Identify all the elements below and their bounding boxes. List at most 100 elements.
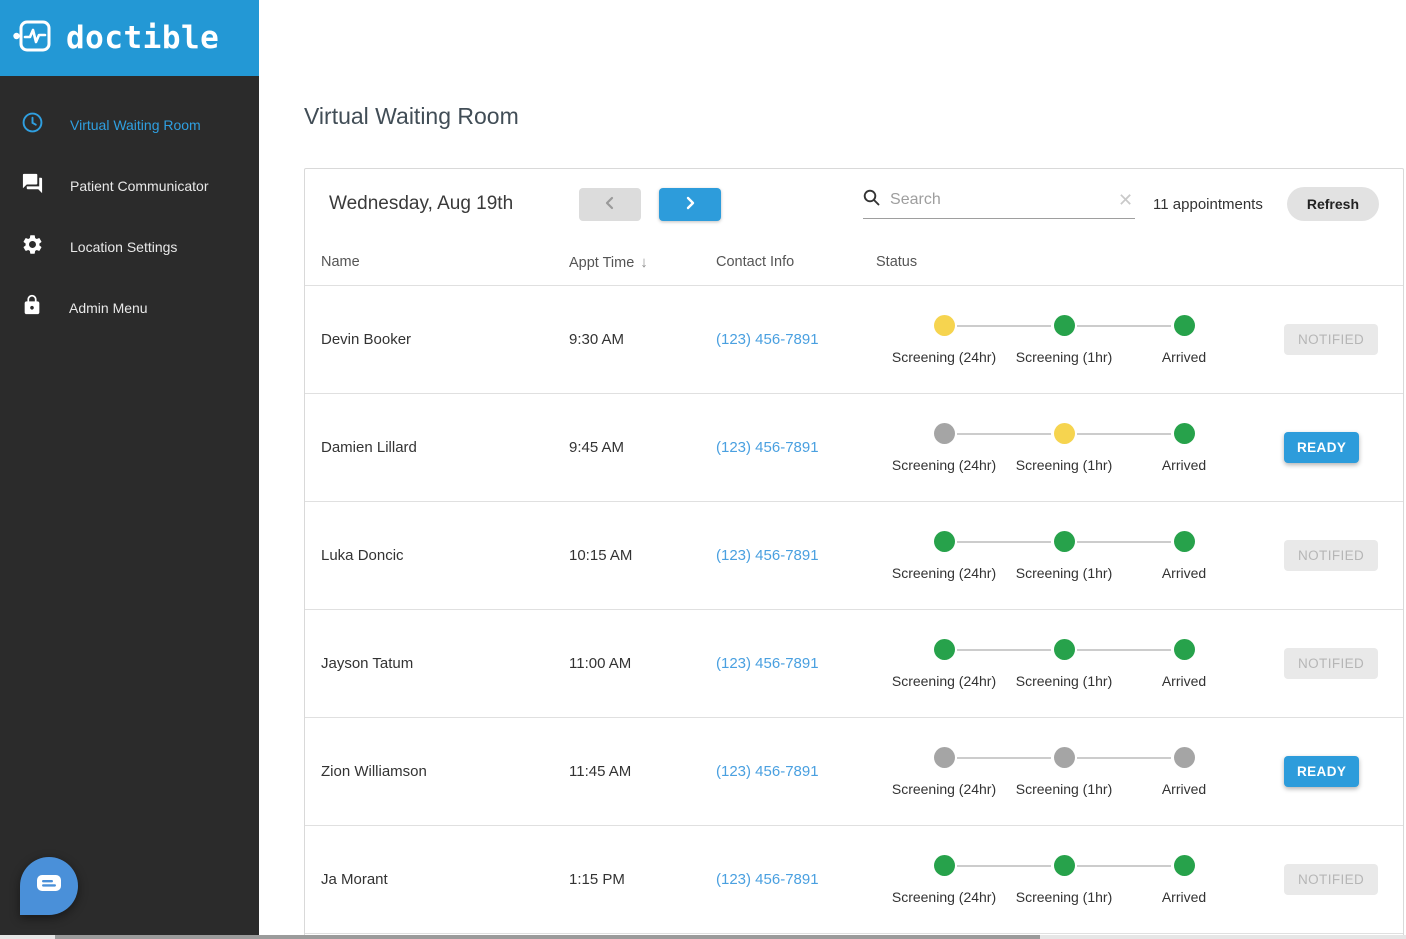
table-row: Jayson Tatum 11:00 AM (123) 456-7891 Scr…	[305, 610, 1403, 718]
status-step: Screening (1hr)	[957, 854, 1124, 905]
step-dot	[933, 422, 955, 444]
status-step: Screening (24hr)	[884, 638, 1004, 689]
page-title: Virtual Waiting Room	[304, 103, 519, 129]
phone-link[interactable]: (123) 456-7891	[716, 870, 819, 888]
chat-launcher-button[interactable]	[20, 857, 78, 915]
status-stepper: Screening (24hr) Screening (1hr) Arrived	[876, 314, 1244, 365]
step-dot	[933, 746, 955, 768]
patient-name: Ja Morant	[321, 871, 388, 888]
step-label: Screening (24hr)	[891, 348, 997, 365]
status-step: Arrived	[1077, 854, 1244, 905]
appt-time: 11:00 AM	[569, 655, 632, 672]
phone-link[interactable]: (123) 456-7891	[716, 438, 819, 456]
status-step: Arrived	[1077, 746, 1244, 797]
chevron-left-icon	[603, 196, 617, 213]
table-row: Damien Lillard 9:45 AM (123) 456-7891 Sc…	[305, 394, 1403, 502]
step-dot	[1053, 746, 1075, 768]
main-content: Virtual Waiting Room Wednesday, Aug 19th	[259, 0, 1406, 939]
phone-link[interactable]: (123) 456-7891	[716, 546, 819, 564]
appt-time: 11:45 AM	[569, 763, 632, 780]
phone-link[interactable]: (123) 456-7891	[716, 654, 819, 672]
step-label: Screening (1hr)	[1015, 672, 1113, 689]
step-dot	[1173, 422, 1195, 444]
step-label: Screening (24hr)	[891, 780, 997, 797]
column-header-name[interactable]: Name	[321, 254, 360, 270]
status-step: Arrived	[1077, 530, 1244, 581]
status-stepper: Screening (24hr) Screening (1hr) Arrived	[876, 422, 1244, 473]
action-button[interactable]: NOTIFIED	[1284, 540, 1379, 571]
previous-day-button[interactable]	[579, 187, 641, 221]
step-dot	[1173, 746, 1195, 768]
step-dot	[933, 854, 955, 876]
status-step: Screening (24hr)	[884, 746, 1004, 797]
next-day-button[interactable]	[659, 187, 721, 221]
status-step: Screening (1hr)	[957, 530, 1124, 581]
status-stepper: Screening (24hr) Screening (1hr) Arrived	[876, 638, 1244, 689]
step-label: Arrived	[1161, 456, 1207, 473]
table-row: Luka Doncic 10:15 AM (123) 456-7891 Scre…	[305, 502, 1403, 610]
action-button[interactable]: READY	[1284, 432, 1360, 463]
sidebar: doctible Virtual Waiting Room Patient Co…	[0, 0, 259, 939]
date-label: Wednesday, Aug 19th	[329, 193, 514, 214]
step-label: Arrived	[1161, 348, 1207, 365]
step-dot	[1053, 314, 1075, 336]
sidebar-item-label: Admin Menu	[69, 299, 148, 316]
card-header: Wednesday, Aug 19th	[305, 169, 1403, 239]
patient-name: Luka Doncic	[321, 547, 404, 564]
appt-time: 9:45 AM	[569, 439, 625, 456]
column-header-status[interactable]: Status	[876, 254, 918, 270]
step-dot	[1053, 422, 1075, 444]
phone-link[interactable]: (123) 456-7891	[716, 762, 819, 780]
status-step: Screening (1hr)	[957, 422, 1124, 473]
status-stepper: Screening (24hr) Screening (1hr) Arrived	[876, 530, 1244, 581]
step-dot	[1053, 530, 1075, 552]
status-step: Arrived	[1077, 422, 1244, 473]
action-button[interactable]: NOTIFIED	[1284, 648, 1379, 679]
horizontal-scrollbar[interactable]	[0, 935, 1406, 939]
phone-link[interactable]: (123) 456-7891	[716, 330, 819, 348]
search-field: ✕	[863, 189, 1136, 219]
step-dot	[933, 530, 955, 552]
action-button[interactable]: NOTIFIED	[1284, 864, 1379, 895]
chat-bubble-icon	[36, 874, 62, 899]
step-dot	[933, 314, 955, 336]
appt-time: 1:15 PM	[569, 871, 625, 888]
status-step: Arrived	[1077, 638, 1244, 689]
search-input[interactable]	[890, 191, 1116, 209]
brand-logo[interactable]: doctible	[0, 0, 259, 76]
step-dot	[1173, 638, 1195, 660]
sidebar-item-location-settings[interactable]: Location Settings	[0, 216, 259, 277]
step-label: Screening (1hr)	[1015, 780, 1113, 797]
table-row: Devin Booker 9:30 AM (123) 456-7891 Scre…	[305, 286, 1403, 394]
sidebar-item-label: Location Settings	[70, 238, 178, 255]
chat-icon	[21, 172, 44, 200]
table-row: Zion Williamson 11:45 AM (123) 456-7891 …	[305, 718, 1403, 826]
column-header-appt-time[interactable]: Appt Time ↓	[569, 253, 648, 271]
step-dot	[1173, 530, 1195, 552]
refresh-button[interactable]: Refresh	[1286, 187, 1379, 221]
scrollbar-thumb[interactable]	[55, 935, 1040, 939]
step-dot	[933, 638, 955, 660]
table-header: Name Appt Time ↓ Contact Info Status	[305, 239, 1403, 286]
action-button[interactable]: NOTIFIED	[1284, 324, 1379, 355]
patient-name: Jayson Tatum	[321, 655, 414, 672]
status-step: Screening (24hr)	[884, 422, 1004, 473]
status-step: Screening (24hr)	[884, 854, 1004, 905]
sidebar-item-admin-menu[interactable]: Admin Menu	[0, 277, 259, 338]
step-label: Screening (24hr)	[891, 672, 997, 689]
step-label: Arrived	[1161, 564, 1207, 581]
step-label: Screening (1hr)	[1015, 564, 1113, 581]
appointments-card: Wednesday, Aug 19th	[304, 168, 1404, 938]
action-button[interactable]: READY	[1284, 756, 1360, 787]
doctible-pulse-icon	[12, 18, 54, 59]
step-label: Arrived	[1161, 888, 1207, 905]
sidebar-item-virtual-waiting-room[interactable]: Virtual Waiting Room	[0, 94, 259, 155]
step-label: Arrived	[1161, 672, 1207, 689]
step-label: Screening (24hr)	[891, 888, 997, 905]
sidebar-item-patient-communicator[interactable]: Patient Communicator	[0, 155, 259, 216]
status-step: Screening (24hr)	[884, 314, 1004, 365]
close-icon[interactable]: ✕	[1117, 190, 1134, 210]
column-header-contact-info[interactable]: Contact Info	[716, 254, 795, 270]
step-label: Screening (1hr)	[1015, 348, 1113, 365]
step-label: Screening (24hr)	[891, 456, 997, 473]
